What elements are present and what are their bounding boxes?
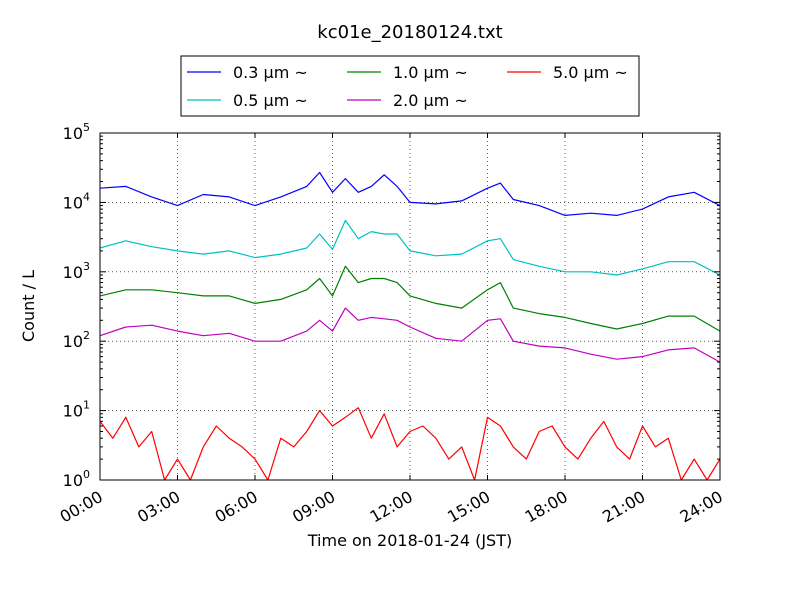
series-layer bbox=[99, 171, 721, 481]
y-tick-label: 101 bbox=[63, 399, 90, 421]
y-tick-label: 102 bbox=[63, 329, 90, 351]
chart-title: kc01e_20180124.txt bbox=[317, 22, 502, 43]
legend-label-3: 1.0 μm ~ bbox=[393, 63, 468, 82]
y-tick-label: 103 bbox=[63, 260, 90, 282]
legend-label-5: 5.0 μm ~ bbox=[553, 63, 628, 82]
y-axis-label: Count / L bbox=[19, 270, 38, 342]
series-line-4 bbox=[99, 307, 721, 363]
y-tick-label: 100 bbox=[63, 468, 90, 490]
legend-label-2: 0.5 μm ~ bbox=[233, 91, 308, 110]
legend-label-4: 2.0 μm ~ bbox=[393, 91, 468, 110]
y-tick-label: 104 bbox=[63, 190, 90, 212]
series-line-2 bbox=[99, 219, 721, 276]
legend-box bbox=[180, 55, 640, 117]
series-line-5 bbox=[99, 407, 721, 481]
series-line-3 bbox=[99, 265, 721, 332]
x-axis-label: Time on 2018-01-24 (JST) bbox=[307, 531, 512, 550]
legend: 0.3 μm ~ 0.5 μm ~ 1.0 μm ~ 2.0 μm ~ 5.0 μm ~ bbox=[180, 55, 640, 117]
series-line-1 bbox=[99, 171, 721, 216]
legend-label-1: 0.3 μm ~ bbox=[233, 63, 308, 82]
y-axis: 100 101 102 103 104 105 bbox=[63, 121, 720, 490]
grid-layer bbox=[100, 133, 720, 480]
y-tick-label: 105 bbox=[63, 121, 90, 143]
